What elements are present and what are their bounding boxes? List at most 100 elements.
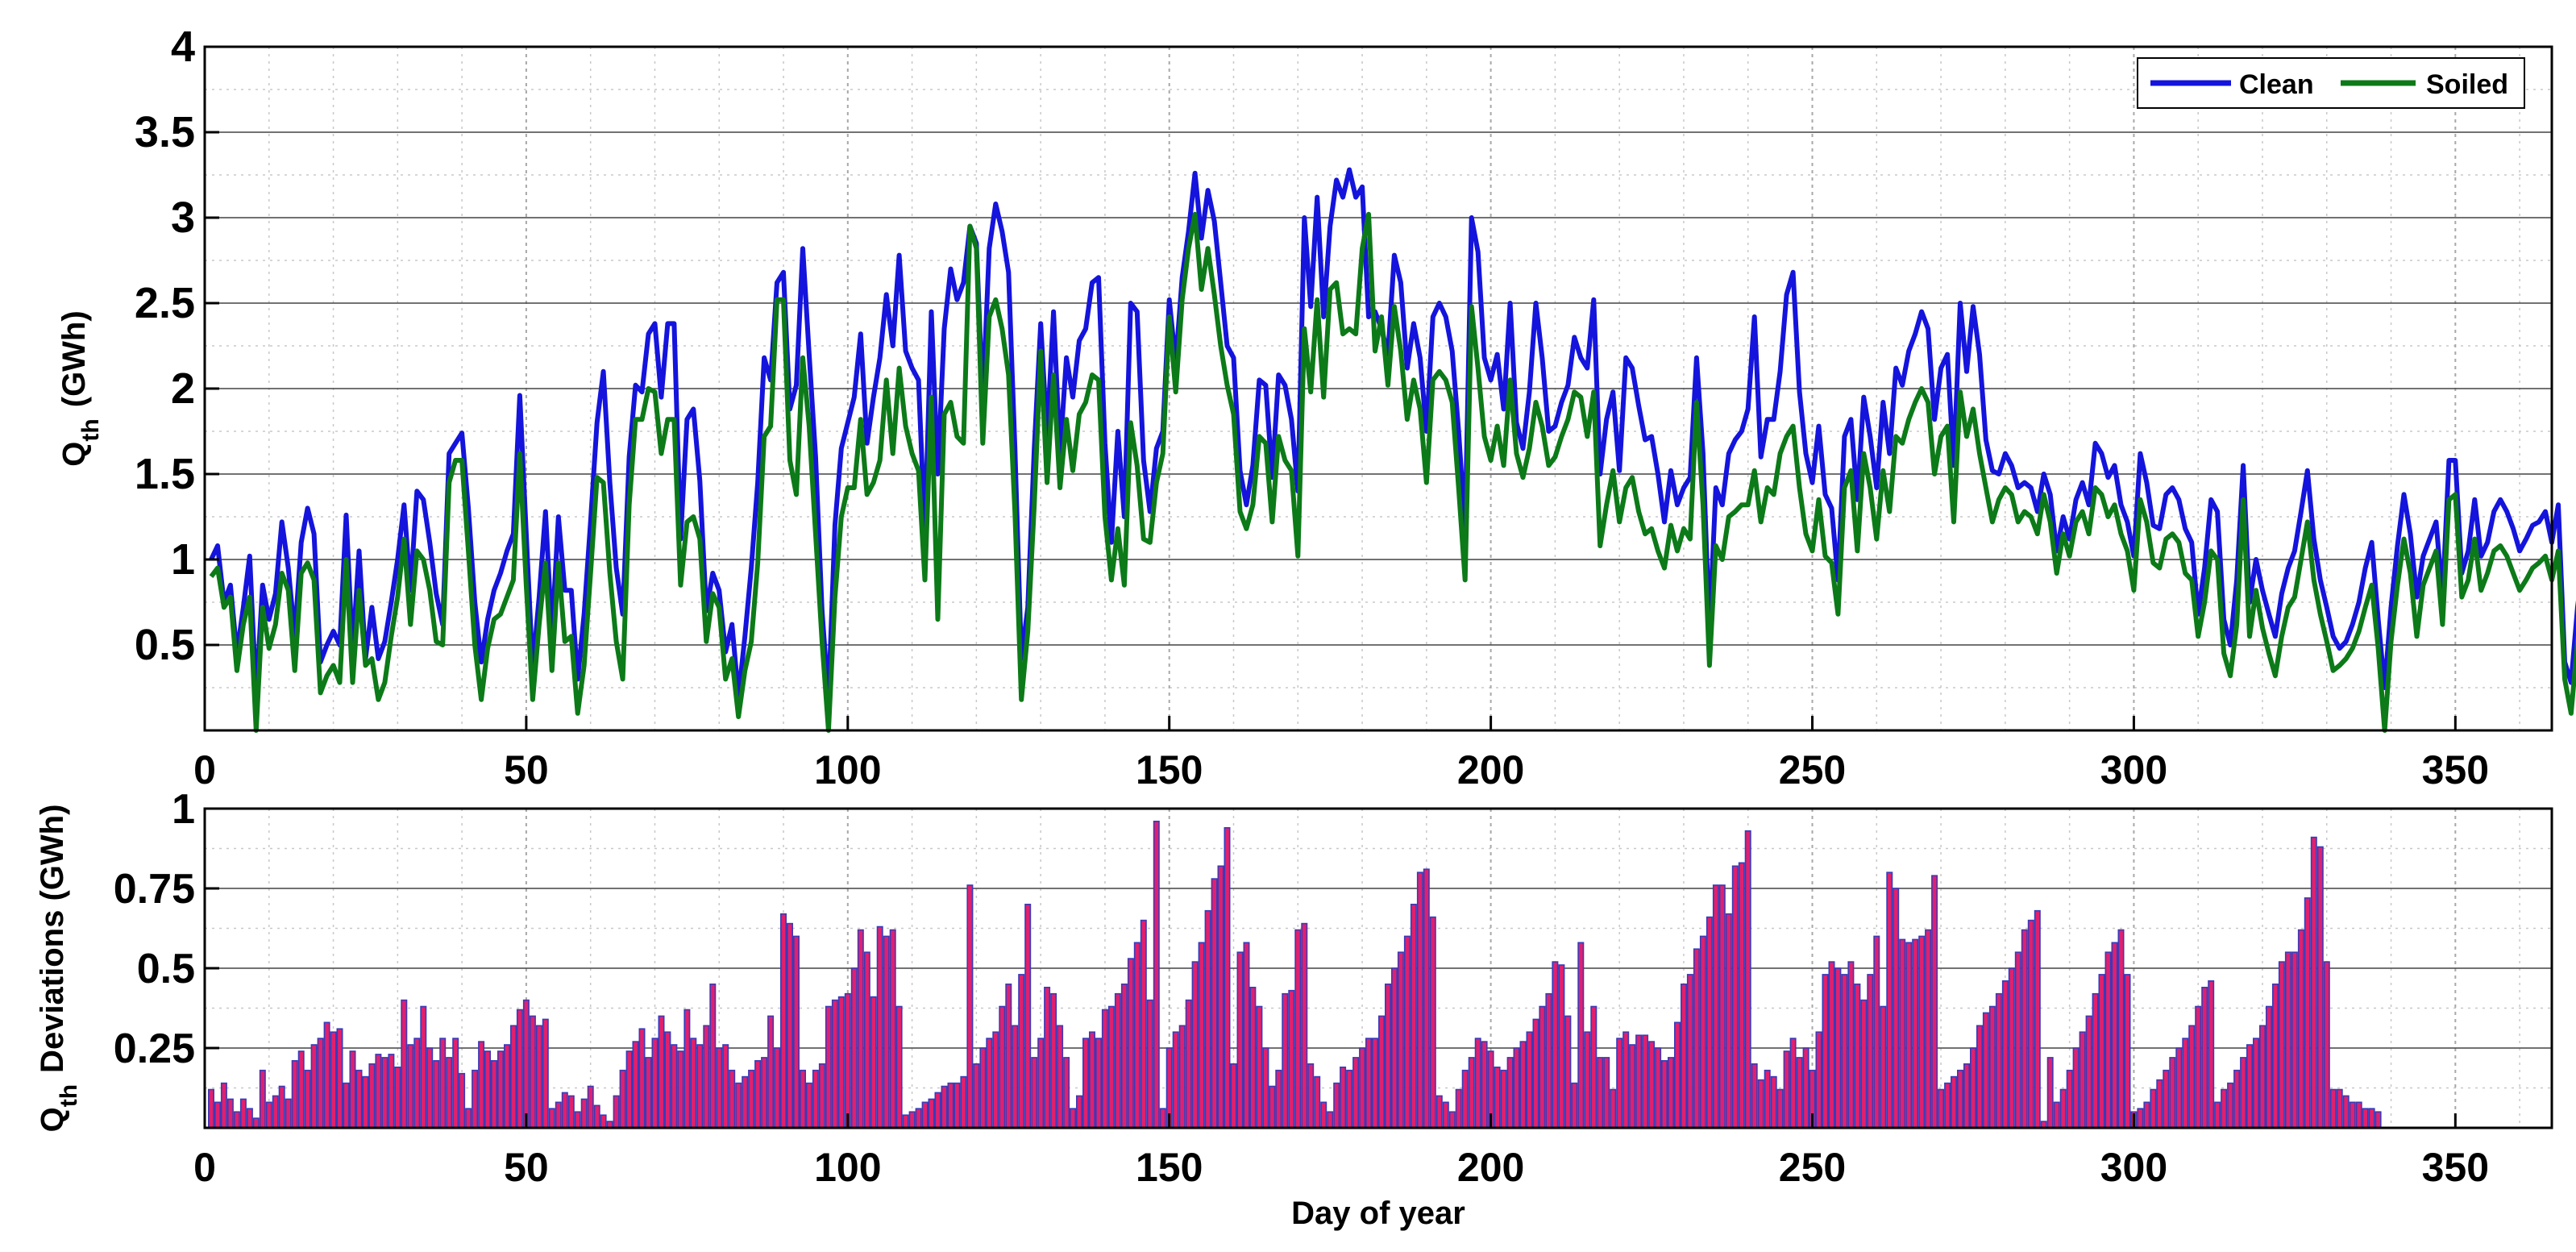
deviation-bar [863,951,870,1129]
deviation-bar [2266,1005,2273,1129]
deviation-bar [1815,1031,1822,1129]
deviation-bar [742,1075,749,1129]
deviation-bar [2349,1101,2356,1129]
deviation-bar [2221,1088,2228,1129]
deviation-bar [1995,992,2002,1129]
deviation-bar [407,1044,414,1129]
deviation-bar [625,1050,633,1129]
deviation-bar [1655,1047,1662,1129]
deviation-bar [876,925,883,1129]
bottom-x-tick-label: 350 [2422,1145,2489,1190]
deviation-bar [1757,1079,1764,1129]
deviation-bar [2085,1015,2092,1129]
top-ticks: 0 50 100 150 200 250 300 350 0.5 1 1.5 2 2.5 3 3.5 4 [135,23,2489,792]
deviation-bar [1629,1044,1636,1129]
bottom-x-tick-label: 200 [1457,1145,1524,1190]
deviation-bar [799,1069,806,1129]
deviation-bar [1359,1047,1366,1129]
deviation-bar [1706,916,1713,1129]
deviation-bar [1005,984,1012,1129]
bottom-y-label-sub: th [56,1084,82,1107]
deviation-bar [587,1085,594,1129]
deviation-bar [1378,1015,1386,1129]
deviation-bar [658,1015,665,1129]
deviation-bar [1597,1057,1604,1129]
deviation-bar [1802,1047,1809,1129]
deviation-bar [979,1047,987,1129]
deviation-bar [446,1057,453,1129]
deviation-bar [2021,929,2028,1129]
deviation-bar [1153,820,1160,1129]
deviation-bar [1944,1082,1951,1129]
deviation-bar [1494,1067,1501,1129]
deviation-bar [1397,951,1404,1129]
deviation-bar [548,1108,555,1129]
deviation-bar [214,1101,221,1129]
deviation-bar [1731,865,1739,1129]
deviation-bar [748,1069,755,1129]
deviation-bar [1828,961,1835,1129]
deviation-bar [954,1082,961,1129]
deviation-bar [330,1031,337,1129]
deviation-bar [2092,992,2099,1129]
deviation-bar [934,1092,941,1129]
deviation-bar [1905,942,1913,1129]
deviation-bar [1352,1057,1360,1129]
deviation-bar [1783,1050,1790,1129]
deviation-bar [1385,984,1392,1129]
deviation-bar [478,1041,485,1129]
deviation-bar [831,999,838,1129]
bottom-x-tick-label: 50 [504,1145,549,1190]
legend-clean-label: Clean [2239,69,2314,100]
deviation-bar [317,1038,324,1129]
deviation-bar [1776,1088,1784,1129]
bottom-panel: 0 50 100 150 200 250 300 350 0.25 0.5 0.75 1 Qth Dev… [35,786,2553,1231]
deviation-bar [1642,1034,1649,1129]
deviation-bar [226,1098,234,1129]
deviation-bar [754,1060,762,1129]
deviation-bar [2246,1044,2254,1129]
top-panel: 0 50 100 150 200 250 300 350 0.5 1 1.5 2 2.5 3 3.5 4 Qt… [56,23,2576,792]
deviation-bar [529,1015,536,1129]
deviation-bar [1429,916,1436,1129]
bottom-x-tick-label: 250 [1779,1145,1846,1190]
deviation-bar [895,1005,903,1129]
top-x-tick-label: 300 [2100,747,2167,792]
deviation-bar [1224,827,1231,1129]
deviation-bar [1873,935,1880,1129]
deviation-bar [1912,938,1919,1129]
deviation-bar [368,1063,376,1129]
deviation-bar [2053,1101,2060,1129]
deviation-bar [2182,1038,2189,1129]
deviation-bar [1333,1082,1340,1129]
top-y-tick-label: 1.5 [135,450,195,498]
bottom-ticks: 0 50 100 150 200 250 300 350 0.25 0.5 0.75 1 [114,786,2489,1190]
deviation-bar [2227,1082,2234,1129]
deviation-bar [966,884,974,1129]
deviation-bar [1860,999,1868,1129]
deviation-bar [465,1108,472,1129]
deviation-bar [1159,1108,1166,1129]
deviation-bar [613,1095,620,1129]
deviation-bar [2111,942,2118,1129]
deviation-bar [1178,1025,1186,1129]
deviation-bar [645,1057,652,1129]
deviation-bar [1938,1088,1945,1129]
deviation-bar [986,1038,993,1129]
deviation-bar [812,1069,819,1129]
deviation-bar [220,1082,227,1129]
deviation-bar [2342,1095,2350,1129]
deviation-bar [664,1031,671,1129]
deviation-bar [1230,1063,1237,1129]
deviation-bar [709,984,717,1129]
bottom-y-tick-label: 1 [172,786,195,833]
bottom-x-tick-label: 150 [1136,1145,1203,1190]
deviation-bar [1681,984,1688,1129]
top-y-label-unit: (GWh) [56,310,92,407]
deviation-bar [1089,1031,1096,1129]
deviation-bar [497,1050,504,1129]
top-y-tick-label: 2.5 [135,279,195,327]
deviation-bar [580,1098,588,1129]
deviation-bar [1455,1088,1462,1129]
